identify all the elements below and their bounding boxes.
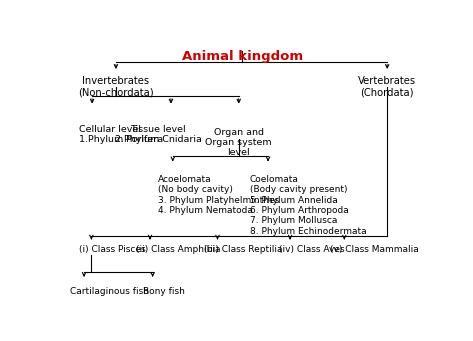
Text: Vertebrates
(Chordata): Vertebrates (Chordata) <box>358 76 416 98</box>
Text: Acoelomata
(No body cavity)
3. Phylum Platyhelminthes
4. Phylum Nematoda: Acoelomata (No body cavity) 3. Phylum Pl… <box>158 175 280 215</box>
Text: (i) Class Pisces: (i) Class Pisces <box>79 245 146 254</box>
Text: Bony fish: Bony fish <box>143 287 185 296</box>
Text: Cellular level
1.Phylum Porifera: Cellular level 1.Phylum Porifera <box>79 125 163 144</box>
Text: (ii) Class Amphibia: (ii) Class Amphibia <box>136 245 220 254</box>
Text: (iii) Class Reptilia: (iii) Class Reptilia <box>204 245 282 254</box>
Text: Animal kingdom: Animal kingdom <box>182 50 303 63</box>
Text: (iv) Class Aves: (iv) Class Aves <box>279 245 345 254</box>
Text: (v) Class Mammalia: (v) Class Mammalia <box>330 245 419 254</box>
Text: Invertebrates
(Non-chordata): Invertebrates (Non-chordata) <box>78 76 154 98</box>
Text: Organ and
Organ system
level: Organ and Organ system level <box>205 128 272 157</box>
Text: Tissue level
2.Phylum Cnidaria: Tissue level 2.Phylum Cnidaria <box>114 125 201 144</box>
Text: Coelomata
(Body cavity present)
5. Phylum Annelida
6. Phylum Arthropoda
7. Phylu: Coelomata (Body cavity present) 5. Phylu… <box>250 175 367 236</box>
Text: Cartilaginous fish: Cartilaginous fish <box>70 287 149 296</box>
